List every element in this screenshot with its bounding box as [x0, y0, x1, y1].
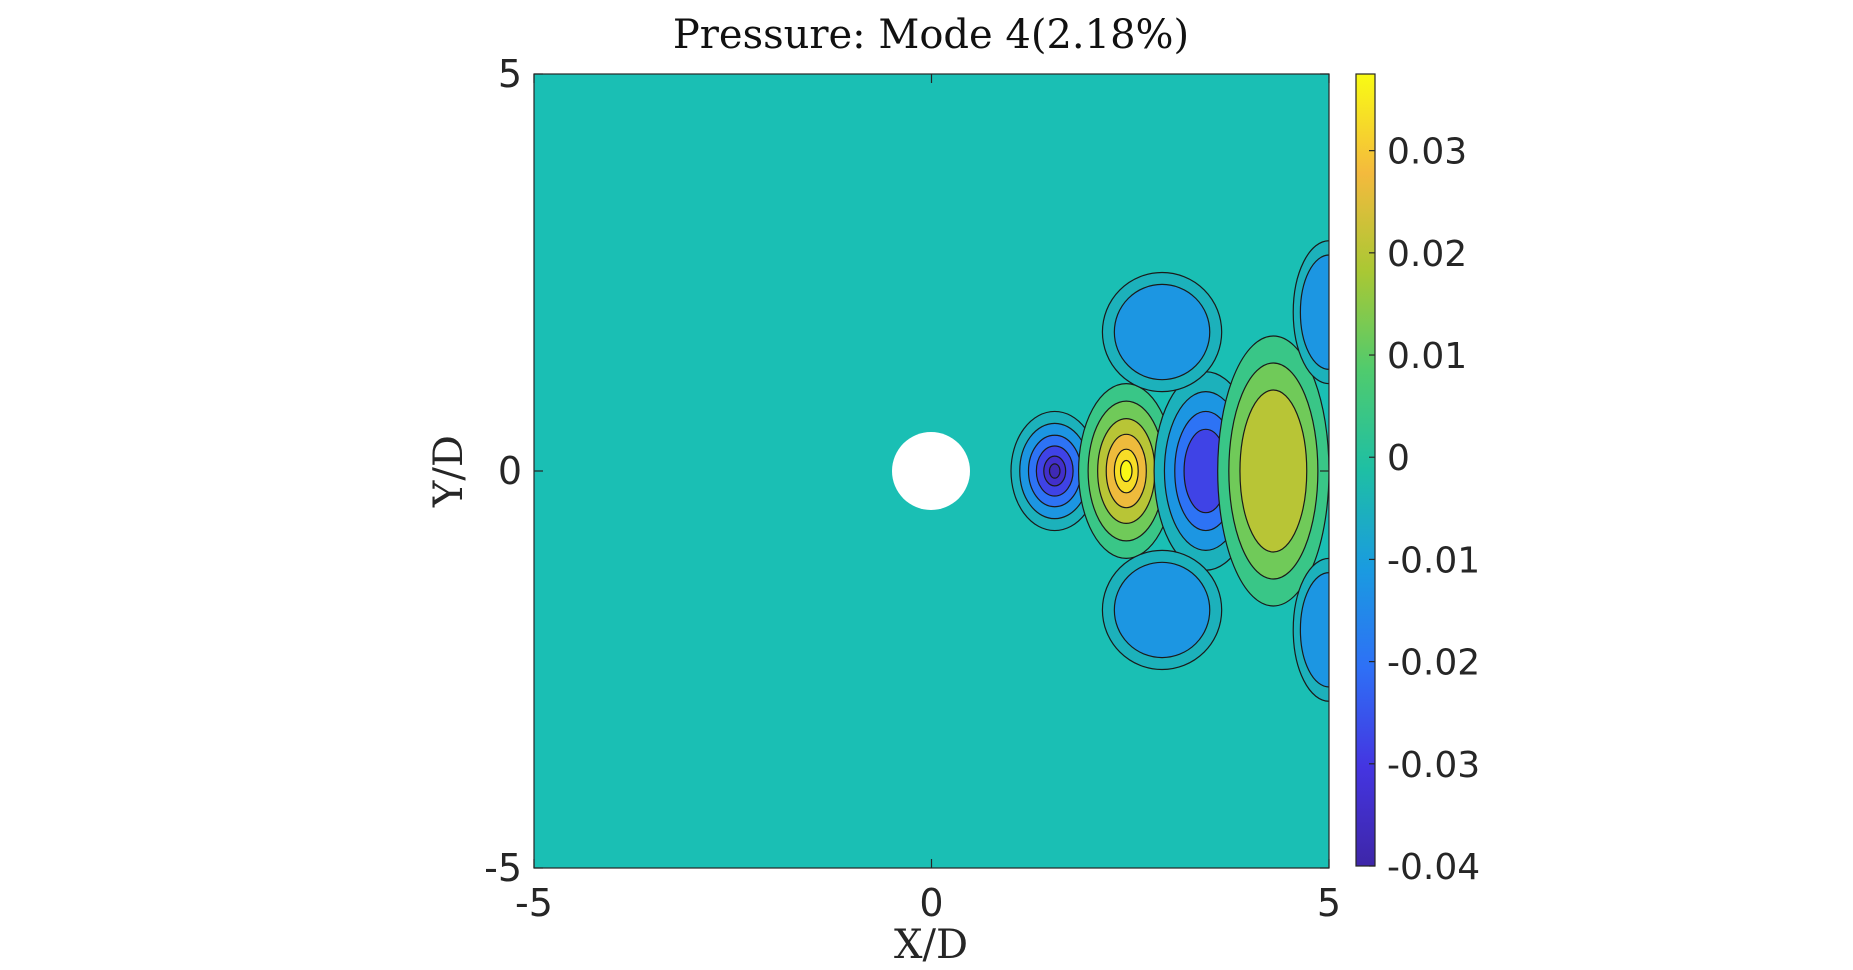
- contour-band: [1299, 572, 1329, 688]
- y-tick-label: 0: [498, 449, 522, 493]
- contour-band: [1113, 283, 1211, 381]
- contour-band: [1113, 561, 1211, 659]
- colorbar-tick-label: -0.02: [1387, 643, 1480, 684]
- chart-title: Pressure: Mode 4(2.18%): [673, 12, 1189, 58]
- contour-band: [1299, 254, 1329, 370]
- colorbar-tick-label: 0.02: [1387, 234, 1467, 275]
- x-axis-label: X/D: [894, 922, 968, 968]
- contour-layer: [1010, 240, 1329, 702]
- y-axis: -5 0 5: [484, 52, 1329, 890]
- cylinder-body: [892, 432, 970, 510]
- colorbar-tick-label: -0.01: [1387, 540, 1480, 581]
- x-tick-label: -5: [515, 881, 553, 925]
- y-tick-label: -5: [484, 846, 522, 890]
- y-axis-label: Y/D: [426, 435, 472, 508]
- colorbar-tick-label: -0.03: [1387, 745, 1480, 786]
- colorbar-tick-label: -0.04: [1387, 847, 1480, 888]
- x-axis: -5 0 5: [515, 74, 1341, 925]
- contour-band: [1119, 459, 1133, 483]
- contour-band: [1048, 463, 1061, 479]
- colorbar-axis: 0.03 0.02 0.01 0 -0.01 -0.02 -0.03 -0.04: [1369, 132, 1480, 888]
- colorbar-tick-label: 0: [1387, 438, 1410, 479]
- colorbar-tick-label: 0.03: [1387, 132, 1467, 173]
- x-tick-label: 5: [1317, 881, 1341, 925]
- colorbar-gradient: [1355, 73, 1376, 867]
- x-tick-label: 0: [919, 881, 943, 925]
- colorbar-tick-label: 0.01: [1387, 336, 1467, 377]
- contour-band: [1239, 389, 1308, 553]
- y-tick-label: 5: [498, 52, 522, 96]
